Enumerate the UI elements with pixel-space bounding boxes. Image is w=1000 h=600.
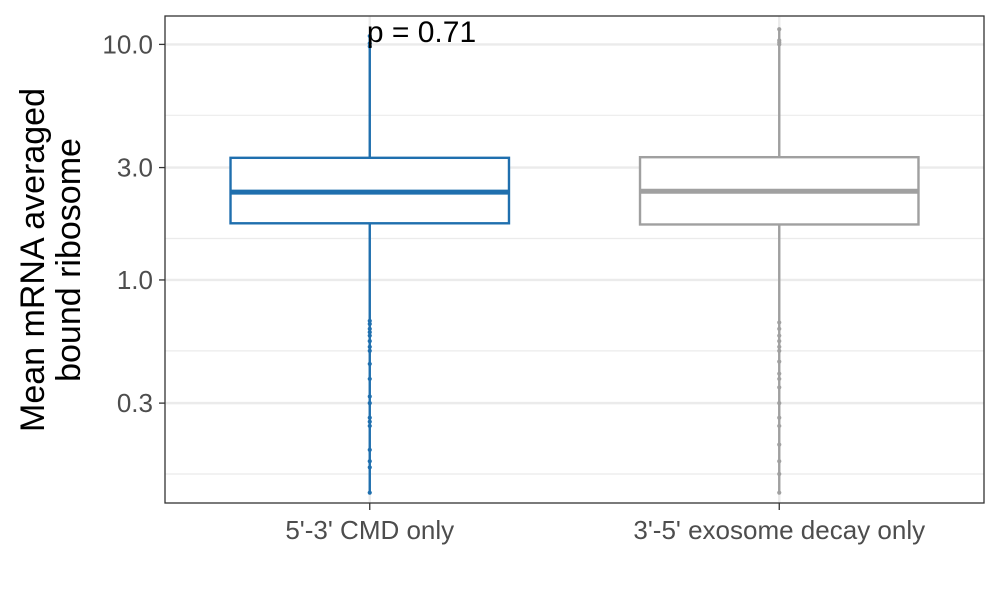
p-value-annotation: p = 0.71: [367, 16, 476, 49]
outlier-point: [367, 394, 372, 399]
outlier-point: [777, 38, 782, 43]
outlier-point: [777, 339, 782, 344]
outlier-point: [367, 415, 372, 420]
outlier-point: [367, 465, 372, 470]
outlier-point: [367, 348, 372, 353]
outlier-point: [367, 330, 372, 335]
outlier-point: [777, 27, 782, 32]
x-tick-label: 3'-5' exosome decay only: [633, 515, 925, 545]
outlier-point: [367, 447, 372, 452]
outlier-point: [777, 442, 782, 447]
outlier-point: [367, 321, 372, 327]
outlier-point: [367, 333, 372, 338]
plot-background: [165, 16, 984, 503]
outlier-point: [367, 423, 372, 429]
outlier-point: [777, 344, 782, 349]
outlier-point: [367, 339, 372, 344]
boxplot-1: [229, 33, 511, 495]
outlier-point: [777, 490, 782, 495]
outlier-point: [367, 318, 372, 324]
outlier-point: [777, 376, 782, 382]
outlier-point: [367, 33, 372, 39]
outlier-point: [367, 376, 372, 382]
outlier-point: [367, 490, 372, 495]
y-axis-title-line-1: Mean mRNA averaged: [14, 88, 52, 432]
y-tick-label: 10.0: [102, 29, 153, 59]
outlier-point: [777, 415, 782, 420]
outlier-point: [367, 361, 372, 367]
outlier-point: [777, 471, 782, 477]
boxplot-series: [229, 27, 920, 495]
outlier-point: [777, 371, 782, 376]
x-tick-label: 5'-3' CMD only: [285, 515, 454, 545]
y-axis-title-line-2: bound ribosome: [50, 138, 88, 382]
outlier-point: [367, 326, 372, 331]
outlier-point: [367, 419, 372, 424]
outlier-point: [367, 459, 372, 464]
outlier-point: [367, 44, 372, 49]
outlier-point: [777, 326, 782, 331]
y-tick-label: 1.0: [117, 265, 153, 295]
axis-ticks: 0.3 1.0 3.0 10.0 5'-3' CMD only 3'-5' exosome…: [102, 29, 925, 545]
plot-panel-border: [164, 15, 985, 504]
outlier-point: [777, 401, 782, 406]
outlier-point: [367, 344, 372, 349]
outlier-point: [777, 459, 782, 464]
boxplot-2: [638, 27, 920, 495]
outlier-point: [777, 385, 782, 390]
outlier-point: [367, 401, 372, 406]
outlier-point: [777, 348, 782, 353]
outlier-point: [367, 41, 372, 46]
outlier-point: [777, 320, 782, 325]
outlier-point: [777, 333, 782, 338]
gridlines: [165, 16, 984, 503]
y-tick-label: 0.3: [117, 388, 153, 418]
y-axis-title: Mean mRNA averaged bound ribosome: [14, 88, 88, 432]
y-tick-label: 3.0: [117, 153, 153, 183]
outlier-point: [777, 359, 782, 364]
outlier-point: [777, 423, 782, 429]
